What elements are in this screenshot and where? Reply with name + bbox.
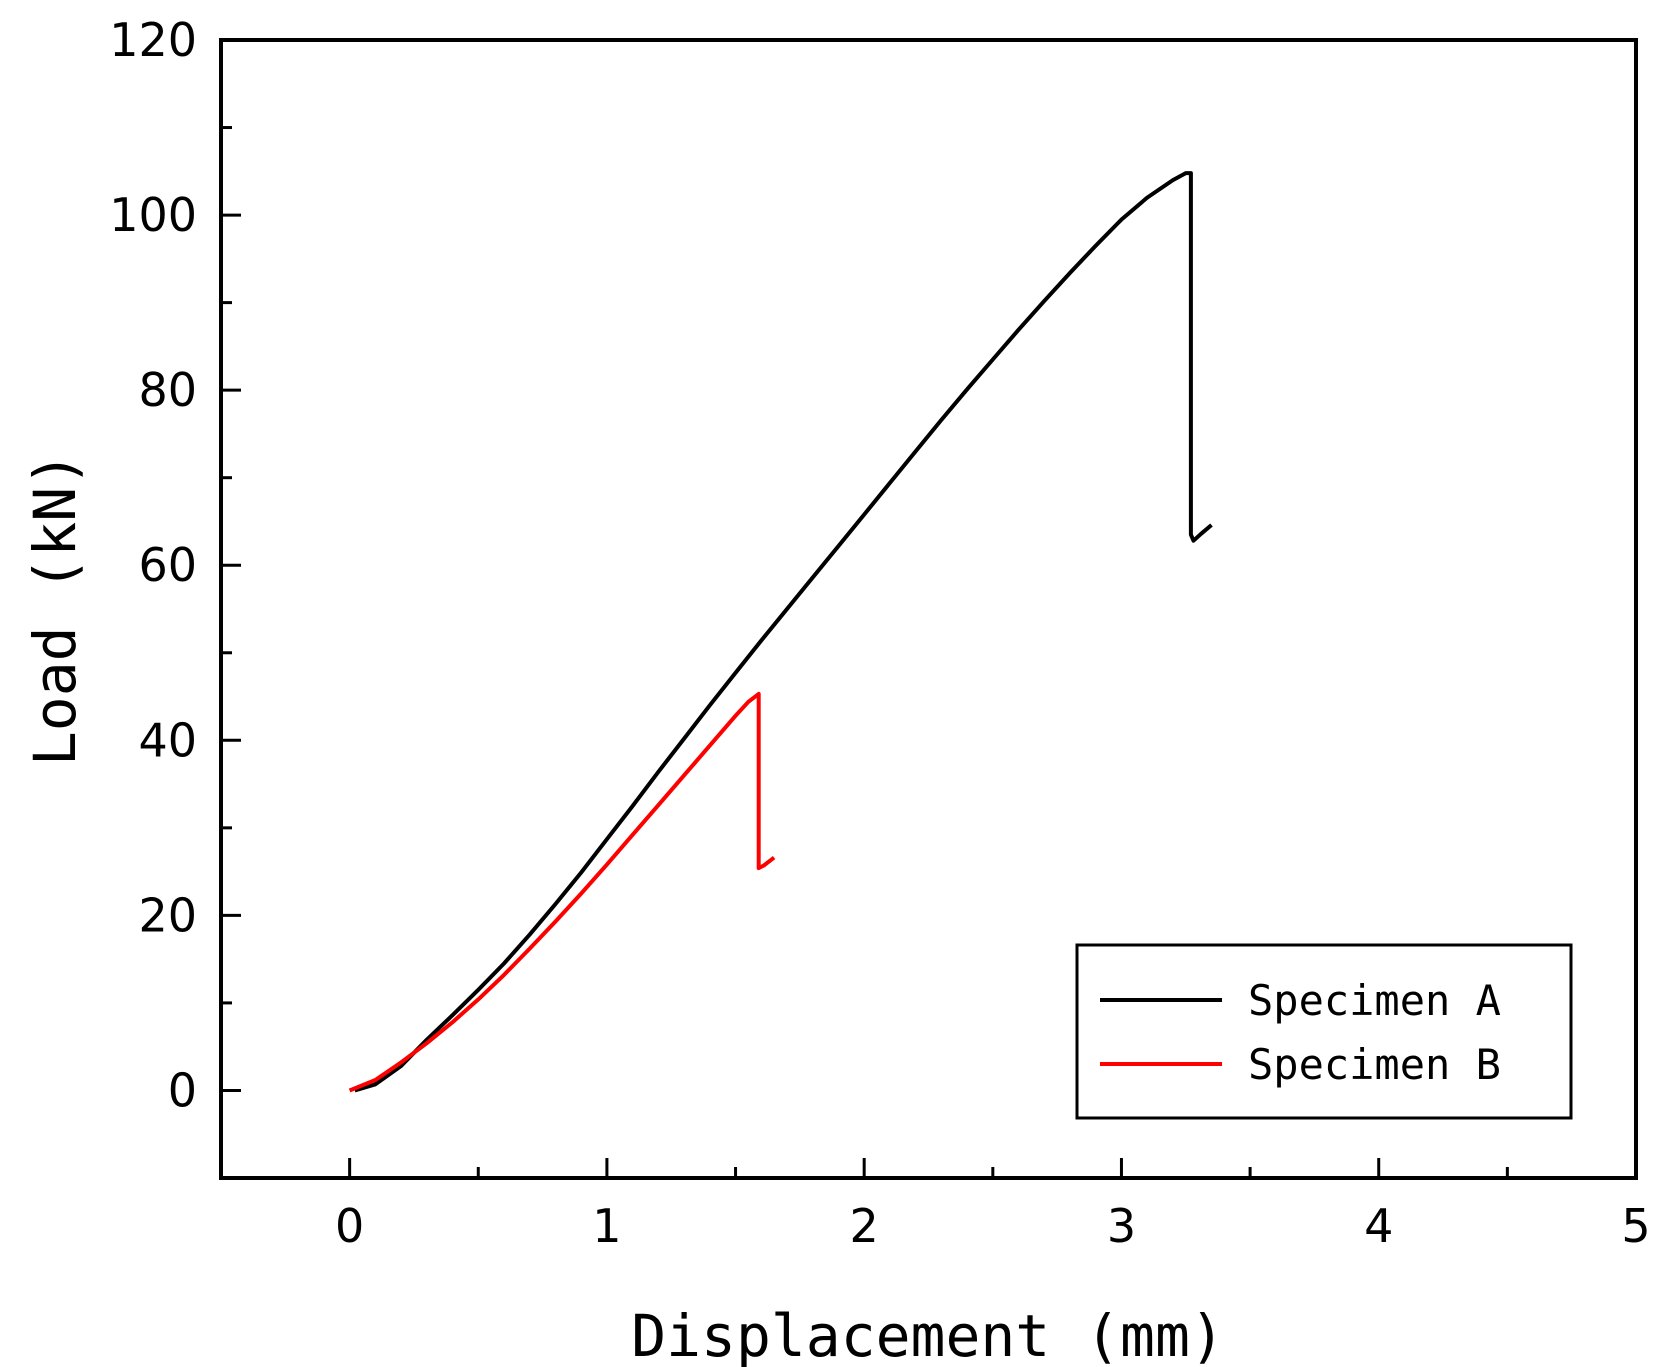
x-tick-label: 1 <box>592 1199 621 1253</box>
plot-frame <box>219 38 1638 1180</box>
y-tick-label: 20 <box>138 888 197 942</box>
x-axis: 0 1 2 3 4 5 <box>335 1158 1651 1253</box>
x-tick-label: 3 <box>1107 1199 1136 1253</box>
series-line-specimen-b <box>348 691 776 1093</box>
series-line-specimen-a <box>354 171 1213 1093</box>
legend-label-specimen-a: Specimen A <box>1248 976 1501 1025</box>
legend-box <box>1075 943 1573 1120</box>
series-layer <box>348 171 1213 1093</box>
y-tick-label: 120 <box>109 13 197 67</box>
x-tick-label: 4 <box>1364 1199 1393 1253</box>
y-axis-title: Load (kN) <box>21 452 89 766</box>
y-tick-label: 100 <box>109 188 197 242</box>
y-tick-label: 0 <box>168 1063 197 1117</box>
y-tick-label: 80 <box>138 363 197 417</box>
x-axis-title: Displacement (mm) <box>631 1302 1225 1367</box>
legend: Specimen A Specimen B <box>1075 943 1573 1120</box>
y-axis: 0 20 40 60 80 100 120 <box>109 13 241 1117</box>
x-tick-label: 2 <box>850 1199 879 1253</box>
x-tick-label: 5 <box>1621 1199 1650 1253</box>
y-tick-label: 40 <box>138 713 197 767</box>
y-tick-label: 60 <box>138 538 197 592</box>
x-tick-label: 0 <box>335 1199 364 1253</box>
legend-label-specimen-b: Specimen B <box>1248 1040 1501 1089</box>
